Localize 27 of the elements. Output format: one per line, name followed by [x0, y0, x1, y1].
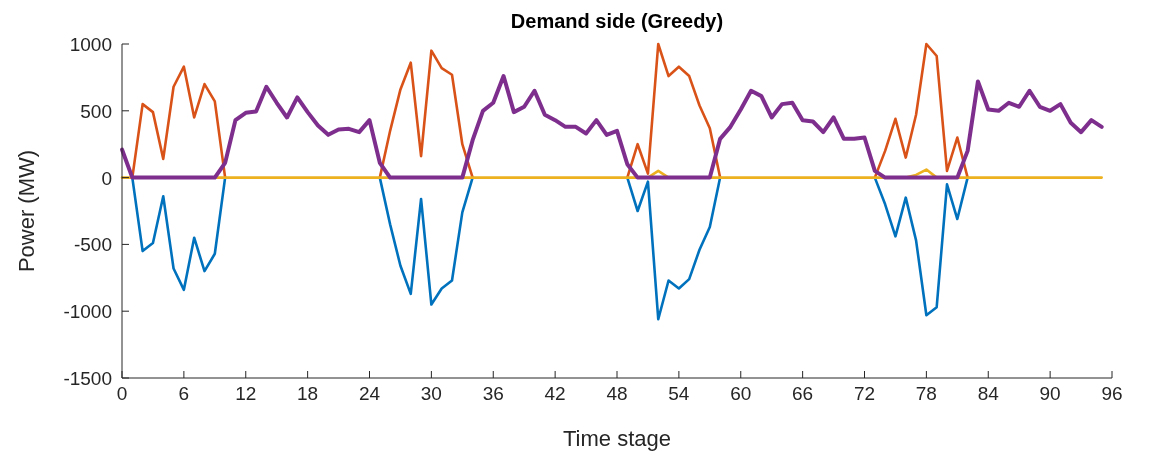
x-tick-label: 90	[1039, 383, 1061, 404]
x-tick-label: 18	[297, 383, 319, 404]
x-tick-label: 42	[544, 383, 566, 404]
y-tick-label: -1500	[63, 368, 112, 389]
x-tick-label: 72	[853, 383, 876, 404]
x-tick-label: 66	[792, 383, 814, 404]
x-tick-label: 48	[606, 383, 628, 404]
x-tick-label: 84	[977, 383, 1000, 404]
y-tick-label: 500	[80, 100, 112, 122]
x-tick-label: 12	[235, 383, 257, 404]
x-axis-title: Time stage	[562, 426, 672, 451]
chart-title: Demand side (Greedy)	[510, 10, 724, 32]
y-tick-label: 0	[101, 167, 112, 189]
x-tick-label: 36	[482, 383, 504, 404]
y-tick-label: -1000	[63, 301, 112, 323]
x-tick-label: 0	[116, 383, 128, 404]
x-tick-label: 78	[915, 383, 937, 404]
line-series	[120, 74, 1104, 180]
x-tick-label: 6	[178, 383, 190, 404]
y-axis-title: Power (MW)	[14, 149, 39, 273]
x-tick-label: 96	[1101, 383, 1123, 404]
x-tick-label: 54	[668, 383, 690, 404]
y-tick-label: -500	[73, 234, 112, 256]
x-tick-label: 60	[730, 383, 752, 404]
x-tick-label: 30	[420, 383, 442, 404]
x-tick-label: 24	[358, 383, 381, 404]
y-tick-label: 1000	[69, 34, 112, 55]
